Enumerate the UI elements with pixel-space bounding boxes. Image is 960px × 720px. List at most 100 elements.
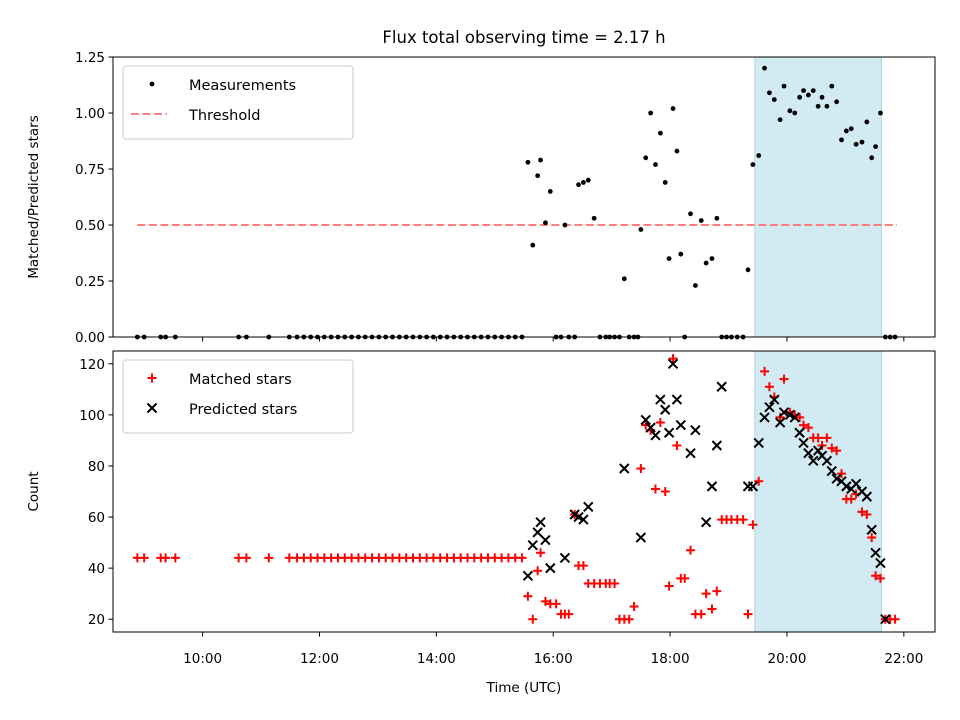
data-point [629,601,639,611]
data-point [578,514,589,525]
legend-swatch [149,81,155,87]
data-point [797,94,803,100]
data-point [536,548,546,558]
x-tick-label: 16:00 [534,651,573,667]
data-point [525,159,531,165]
data-point [789,412,800,423]
legend-box [122,65,354,140]
data-point [660,487,670,496]
plot-frame [112,350,936,633]
data-point [853,141,859,147]
data-point [660,404,671,415]
data-point [861,491,873,502]
data-point [875,557,886,569]
data-point [522,570,534,582]
data-point [819,94,825,100]
data-point [781,83,787,89]
data-point [803,447,814,459]
data-point [798,437,809,449]
legend: Matched stars Predicted stars [122,359,354,434]
data-point [837,469,847,479]
data-point [527,539,538,551]
data-point [870,547,881,559]
data-point [841,481,852,492]
data-point [815,103,821,109]
y-tick-label: 100 [79,408,105,424]
y-tick-label: 1.00 [75,106,105,122]
data-point [640,414,651,426]
y-tick-label: 40 [88,561,105,577]
data-point [810,88,816,93]
data-point [826,465,837,477]
data-point [559,552,571,564]
x-tick-label: 14:00 [417,651,456,667]
x-axis-label: Time (UTC) [486,680,562,696]
data-point [777,117,783,123]
data-point [635,532,647,543]
data-point [538,157,543,163]
data-point [678,251,684,257]
data-point [859,139,865,145]
x-tick-label: 18:00 [651,651,690,667]
data-point [636,464,646,474]
data-point [685,447,696,459]
data-point [686,545,696,555]
data-point [834,99,840,105]
data-point [650,484,660,494]
data-point [698,218,704,223]
data-point [545,562,556,574]
data-point [657,130,663,136]
data-point [714,215,720,221]
data-point [161,553,171,563]
data-point [794,427,805,438]
data-point [767,90,772,96]
data-point [573,511,584,523]
legend: Measurements Threshold [122,65,354,140]
data-point [880,614,891,625]
data-point [696,609,706,619]
data-point [517,553,527,563]
data-point [857,507,867,517]
data-point [264,553,274,563]
bottom-panel: 20 40 60 80 100 120 Count Matched stars Predicte… [26,350,936,637]
legend-swatch [146,402,158,414]
data-point [784,409,796,421]
data-point [711,440,723,451]
y-tick-label: 0.75 [75,162,105,178]
legend-label: Matched stars [189,372,292,388]
data-point [585,177,591,183]
data-point [862,509,872,519]
data-point [848,126,854,132]
data-point [241,553,251,563]
data-point [742,481,754,492]
data-point [774,417,786,428]
x-tick-label: 20:00 [768,651,807,667]
data-point [747,481,759,492]
data-point [824,103,830,109]
data-point [701,589,711,599]
data-point [668,354,678,364]
data-point [621,276,627,282]
data-point [535,173,541,179]
data-point [787,108,793,114]
data-point [624,614,634,624]
data-point [688,211,693,217]
highlight-band [754,56,882,338]
data-point [775,412,785,422]
chart-title: Flux total observing time = 2.17 h [382,28,665,47]
data-point [540,596,550,606]
data-point [753,437,764,449]
y-tick-label: 0.25 [75,274,105,290]
data-point [707,604,717,614]
data-point [650,430,661,441]
data-point [795,412,805,422]
data-point [583,501,594,513]
series-predicted-stars [522,358,891,625]
data-point [764,382,774,392]
data-point [530,242,536,248]
data-point [822,433,832,443]
data-point [533,566,543,576]
legend-box [122,359,354,434]
data-point [846,494,856,504]
data-point [805,92,811,98]
